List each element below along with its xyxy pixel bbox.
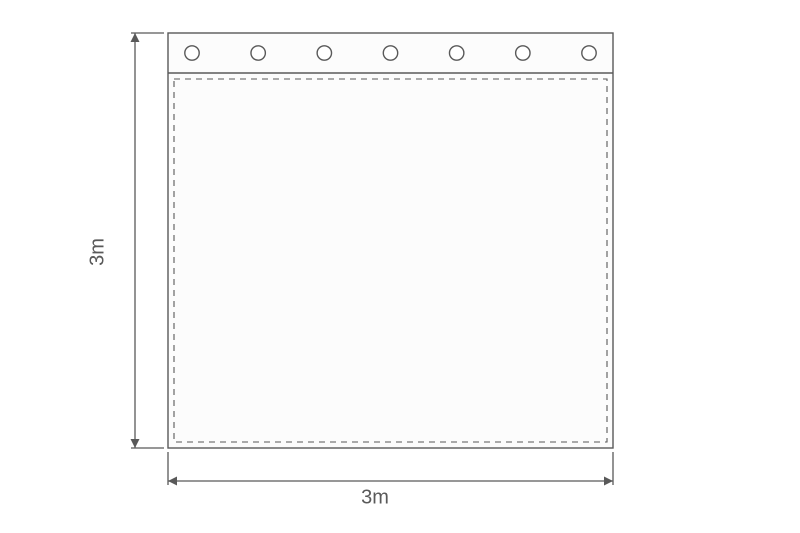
drawing-svg [0,0,800,533]
width-dimension-label: 3m [361,487,389,510]
technical-drawing: { "canvas": { "width": 800, "height": 53… [0,0,800,533]
height-dimension-label: 3m [87,238,110,266]
